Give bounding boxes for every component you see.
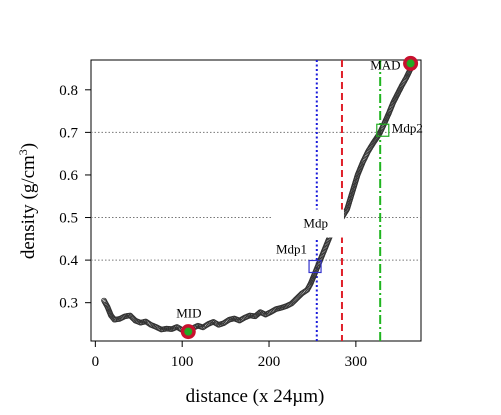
mdp2-square — [376, 123, 390, 137]
x-tick-label-2: 200 — [258, 354, 281, 370]
density-profile-series — [101, 59, 418, 335]
mdp1-square — [308, 259, 322, 274]
x-tick-label-1: 100 — [171, 354, 194, 370]
y-axis-title: density (g/cm3) — [16, 143, 39, 259]
x-tick-label-0: 0 — [92, 354, 100, 370]
mdp2-label: Mdp2 — [392, 120, 423, 135]
y-axis-title-main: density (g/cm — [18, 155, 39, 259]
y-axis-ticks: 0.3 0.4 0.5 0.6 0.7 0.8 — [59, 83, 91, 312]
mad-dot — [406, 59, 415, 68]
y-axis-title-close: ) — [18, 143, 39, 149]
mdp-label: Mdp — [303, 216, 328, 231]
mdp-label-bg — [271, 209, 344, 238]
y-tick-label-4: 0.7 — [59, 125, 78, 141]
mid-dot — [184, 327, 193, 336]
annotated-points: MID MAD Mdp1 Mdp2 Mdp — [176, 55, 423, 340]
horizontal-reference-lines — [91, 131, 421, 261]
mid-label: MID — [176, 306, 201, 321]
y-tick-label-3: 0.6 — [59, 168, 78, 184]
mad-label: MAD — [370, 57, 400, 72]
x-tick-label-3: 300 — [345, 354, 368, 370]
x-axis-ticks: 0 100 200 300 — [92, 341, 368, 370]
mdp1-label: Mdp1 — [276, 241, 307, 256]
y-axis-title-superscript: 3 — [16, 149, 30, 155]
y-tick-label-0: 0.3 — [59, 296, 78, 312]
plot-frame — [90, 59, 422, 342]
vertical-marker-lines — [315, 60, 382, 341]
y-tick-label-5: 0.8 — [59, 83, 78, 99]
x-axis-title: distance (x 24µm) — [186, 386, 325, 407]
y-tick-label-2: 0.5 — [59, 211, 78, 227]
y-tick-label-1: 0.4 — [59, 253, 78, 269]
